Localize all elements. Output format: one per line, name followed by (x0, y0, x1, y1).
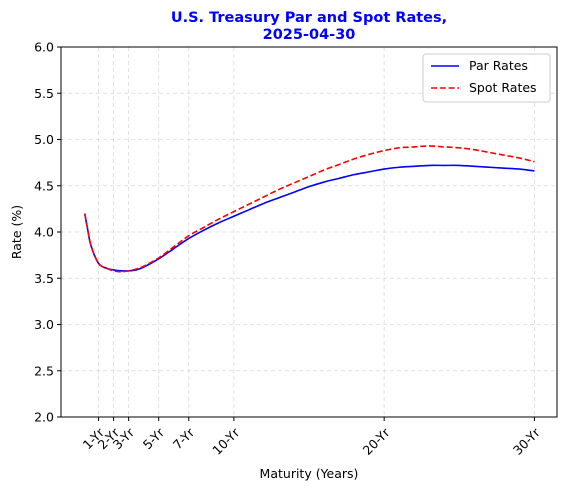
y-axis-label: Rate (%) (9, 205, 24, 259)
chart-title-line1: U.S. Treasury Par and Spot Rates, (171, 10, 447, 26)
y-tick-label: 6.0 (34, 40, 54, 55)
y-tick-label: 4.5 (34, 178, 54, 193)
y-tick-label: 2.0 (34, 410, 54, 425)
legend: Par Rates Spot Rates (422, 53, 551, 103)
y-tick-label: 3.0 (34, 317, 54, 332)
y-tick-label: 4.0 (34, 225, 54, 240)
series-layer (83, 145, 535, 273)
series-line-par-rates (83, 164, 535, 272)
y-tick-label: 5.5 (34, 86, 54, 101)
y-tick-label: 2.5 (34, 363, 54, 378)
grid (61, 46, 557, 418)
series-line-spot-rates (83, 145, 535, 273)
chart-title-line2: 2025-04-30 (263, 27, 356, 43)
legend-label-spot-rates: Spot Rates (469, 80, 537, 95)
x-axis-label: Maturity (Years) (260, 466, 359, 481)
y-tick-label: 5.0 (34, 132, 54, 147)
legend-label-par-rates: Par Rates (469, 58, 528, 73)
y-tick-label: 3.5 (34, 271, 54, 286)
y-axis: 2.0 2.5 3.0 3.5 4.0 4.5 5.0 5.5 6.0 (34, 40, 61, 425)
